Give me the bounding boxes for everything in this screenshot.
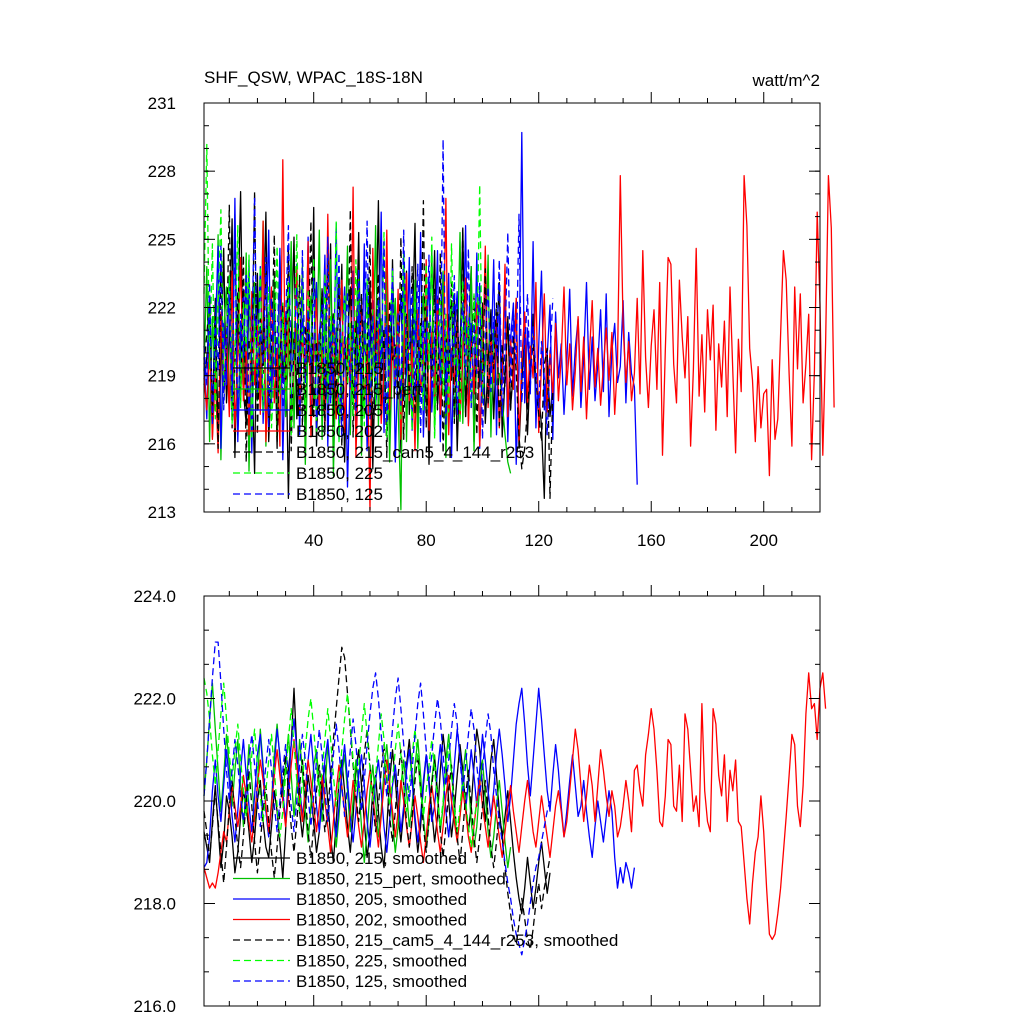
bottom-legend-label-4: B1850, 215_cam5_4_144_r253, smoothed [296, 931, 618, 950]
bottom-series-line-6 [203, 641, 551, 956]
top-y-tick-label: 222 [148, 299, 176, 318]
bottom-axis-ticks: 216.0 218.0 220.0 222.0 224.0 [133, 585, 820, 1016]
top-legend-label-3: B1850, 202 [296, 422, 383, 441]
top-y-tick-label: 228 [148, 162, 176, 181]
bottom-y-tick-label: 222.0 [133, 690, 176, 709]
bottom-y-tick-label: 224.0 [133, 587, 176, 606]
top-x-tick-label: 160 [637, 531, 665, 550]
top-panel: SHF_QSW, WPAC_18S-18N watt/m^2 40 80 120 16… [148, 68, 835, 550]
top-legend-label-1: B1850, 215_pert [296, 380, 422, 399]
bottom-series-group [203, 641, 827, 956]
top-series-line-6 [203, 138, 554, 440]
bottom-series-line-4 [203, 646, 551, 951]
top-chart-units: watt/m^2 [752, 71, 821, 90]
top-x-tick-label: 40 [304, 531, 323, 550]
bottom-legend-label-2: B1850, 205, smoothed [296, 890, 467, 909]
top-legend-label-4: B1850, 215_cam5_4_144_r253 [296, 443, 534, 462]
bottom-series-line-3 [203, 672, 827, 941]
top-legend-label-2: B1850, 205 [296, 401, 383, 420]
bottom-y-tick-label: 220.0 [133, 792, 176, 811]
top-chart-title: SHF_QSW, WPAC_18S-18N [204, 68, 423, 87]
bottom-y-tick-label: 216.0 [133, 997, 176, 1016]
bottom-panel: 216.0 218.0 220.0 222.0 224.0 B1850, 215, sm… [133, 585, 827, 1016]
top-legend-label-5: B1850, 225 [296, 464, 383, 483]
top-y-tick-label: 231 [148, 94, 176, 113]
bottom-legend-label-0: B1850, 215, smoothed [296, 849, 467, 868]
top-x-tick-label: 80 [417, 531, 436, 550]
top-series-group [203, 131, 835, 511]
top-y-tick-label: 216 [148, 435, 176, 454]
top-y-tick-label: 213 [148, 503, 176, 522]
top-legend-label-6: B1850, 125 [296, 485, 383, 504]
top-x-tick-label: 200 [750, 531, 778, 550]
top-axis-ticks: 40 80 120 160 200 213 216 219 222 225 228 231 [148, 92, 820, 550]
top-x-tick-label: 120 [525, 531, 553, 550]
bottom-legend-label-3: B1850, 202, smoothed [296, 911, 467, 930]
top-legend-label-0: B1850, 215 [296, 359, 383, 378]
top-y-tick-label: 225 [148, 230, 176, 249]
bottom-series-line-5 [203, 677, 478, 848]
top-series-line-5 [203, 143, 484, 443]
bottom-legend-label-1: B1850, 215_pert, smoothed [296, 870, 506, 889]
bottom-legend: B1850, 215, smoothed B1850, 215_pert, smo… [233, 849, 618, 991]
bottom-legend-label-6: B1850, 125, smoothed [296, 972, 467, 991]
bottom-legend-label-5: B1850, 225, smoothed [296, 952, 467, 971]
top-y-tick-label: 219 [148, 367, 176, 386]
bottom-y-tick-label: 218.0 [133, 895, 176, 914]
top-legend: B1850, 215 B1850, 215_pert B1850, 205 B1850… [233, 359, 534, 504]
top-series-line-4 [203, 190, 554, 500]
